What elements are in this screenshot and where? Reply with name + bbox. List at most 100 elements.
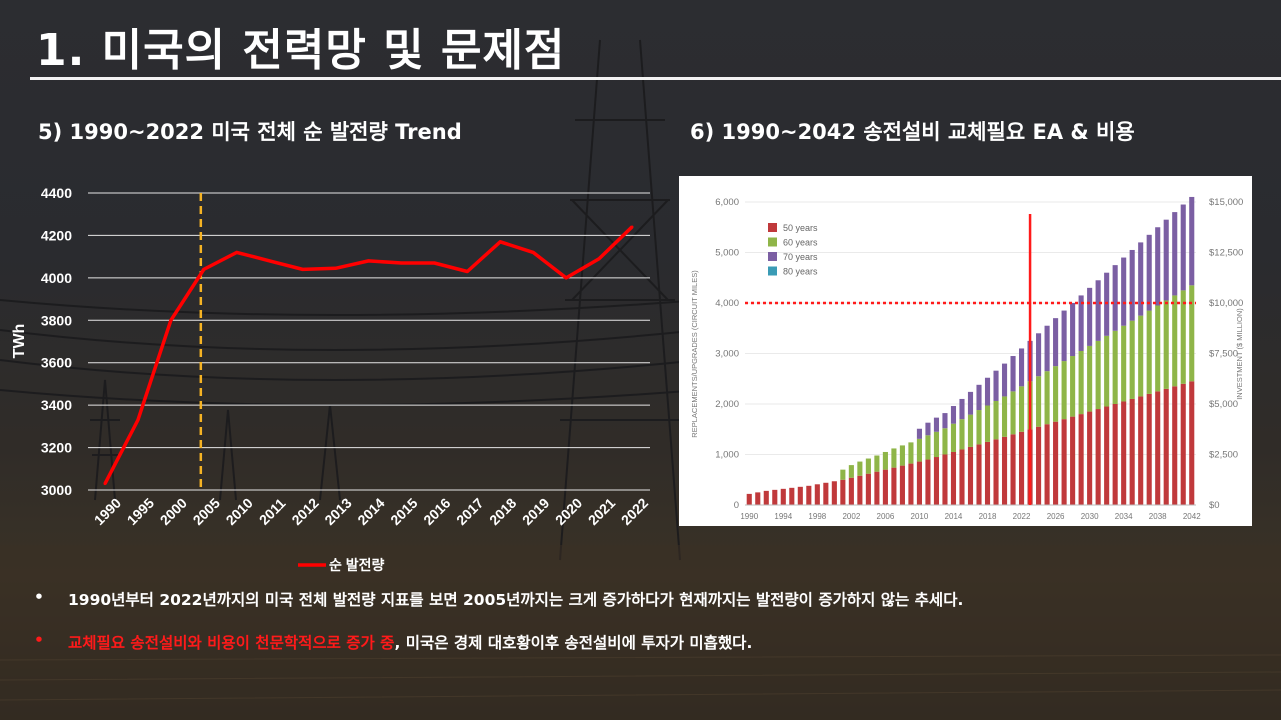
x-tick-label: 2010 (911, 512, 929, 521)
bar-segment (1155, 391, 1161, 505)
y2-tick-label: $2,500 (1209, 450, 1238, 461)
data-point (367, 259, 370, 263)
y-axis-label: REPLACEMENTS/UPGRADES (CIRCUIT MILES) (690, 270, 699, 438)
bar-segment (1104, 406, 1110, 505)
data-point (399, 261, 403, 265)
bar-segment (908, 463, 914, 505)
bar-segment (984, 377, 991, 406)
bar-segment (1087, 345, 1093, 412)
bullet-list: • 1990년부터 2022년까지의 미국 전체 발전량 지표를 보면 2005… (32, 588, 1262, 674)
bar-segment (746, 493, 752, 505)
page-title: 1. 미국의 전력망 및 문제점 (36, 25, 566, 76)
bar-segment (925, 422, 931, 436)
bar-segment (925, 459, 931, 505)
bar-segment (1189, 196, 1195, 286)
left-chart-subtitle: 5) 1990~2022 미국 전체 순 발전량 Trend (38, 120, 462, 144)
bar-segment (789, 487, 795, 505)
bullet-dot: • (34, 631, 44, 649)
bar-segment (1172, 386, 1178, 505)
data-point (531, 250, 535, 254)
bar-segment (1070, 303, 1076, 357)
bar-segment (1172, 212, 1178, 296)
bar-segment (1189, 381, 1195, 505)
bar-segment (1155, 305, 1161, 392)
y-tick-label: 3000 (41, 482, 72, 498)
x-tick-label: 2026 (1047, 512, 1065, 521)
bar-segment (857, 475, 863, 505)
bar-segment (984, 441, 991, 505)
y2-tick-label: $7,500 (1209, 349, 1238, 360)
bar-segment (840, 479, 846, 505)
bar-segment (1010, 434, 1016, 505)
bar-segment (933, 417, 940, 432)
bar-segment (942, 454, 948, 505)
bar-segment (1112, 330, 1118, 404)
bar-segment (1001, 436, 1008, 505)
x-tick-label: 2011 (256, 495, 289, 528)
bar-segment (1172, 295, 1178, 387)
investment-chart-panel: 0 1,000 2,000 3,000 4,000 5,000 6,000 $0 $2,500 $… (679, 176, 1252, 526)
bar-segment (1129, 398, 1135, 505)
y-axis-label: TWh (11, 324, 28, 359)
x-tick-label: 2013 (321, 495, 354, 528)
bar-segment (1138, 396, 1144, 505)
bar-segment (976, 384, 982, 411)
bar-segment (874, 471, 880, 505)
y2-tick-label: $0 (1209, 500, 1220, 511)
y-tick-label: 5,000 (715, 248, 739, 259)
bar-segment (780, 488, 786, 505)
bar-segment (1036, 333, 1042, 377)
bar-segment (1138, 315, 1144, 397)
bar-segment (1053, 366, 1059, 422)
legend-swatch (768, 252, 777, 261)
data-point (301, 267, 305, 271)
y-tick-label: 4,000 (715, 298, 739, 309)
x-tick-label: 2012 (288, 495, 321, 528)
bar-segment (959, 449, 965, 505)
bar-segment (823, 482, 829, 505)
x-tick-label: 2002 (842, 512, 860, 521)
bar-segment (916, 428, 922, 439)
legend-label: 80 years (783, 267, 818, 277)
bar-segment (755, 492, 761, 505)
net-generation-line-chart: 3000 3200 3400 3600 3800 4000 4200 4400 TWh 1990 1… (11, 185, 651, 573)
x-tick-label: 2017 (453, 495, 486, 528)
bar-segment (1010, 391, 1016, 435)
bar-segment (959, 419, 965, 450)
bar-segment (967, 446, 974, 505)
bar-segment (1019, 386, 1025, 432)
bar-segment (933, 457, 940, 505)
y2-tick-label: $10,000 (1209, 298, 1243, 309)
bar-segment (840, 469, 846, 480)
bar-segment (1163, 388, 1169, 505)
bar-segment (1061, 310, 1067, 362)
y-tick-label: 3200 (41, 440, 72, 456)
bar-segment (1121, 401, 1127, 505)
bar-segment (882, 469, 888, 505)
y-tick-label: 3600 (41, 355, 72, 371)
bar-segment (1001, 363, 1008, 397)
y-tick-label: 3800 (41, 312, 72, 328)
bar-segment (1146, 234, 1152, 311)
x-tick-label: 2014 (945, 512, 963, 521)
bar-segment (976, 444, 982, 505)
x-tick-label: 2018 (979, 512, 997, 521)
bar-segment (814, 484, 820, 505)
x-tick-label: 2018 (486, 495, 519, 528)
bar-segment (959, 398, 965, 420)
bar-segment (1019, 431, 1025, 505)
bar-segment (1138, 242, 1144, 316)
data-point (498, 240, 502, 244)
x-tick-label: 2034 (1115, 512, 1133, 521)
y-tick-label: 3400 (41, 397, 72, 413)
bar-segment (865, 473, 871, 505)
bar-segment (1121, 257, 1127, 326)
bullet-1-text: 1990년부터 2022년까지의 미국 전체 발전량 지표를 보면 2005년까… (68, 591, 964, 609)
y-tick-label: 3,000 (715, 349, 739, 360)
y-tick-label: 4000 (41, 270, 72, 286)
y-tick-label: 4200 (41, 227, 72, 243)
bar-segment (1078, 295, 1084, 351)
bullet-2: • 교체필요 송전설비와 비용이 천문학적으로 증가 중, 미국은 경제 대호황… (32, 631, 1262, 653)
bar-segment (942, 428, 948, 455)
